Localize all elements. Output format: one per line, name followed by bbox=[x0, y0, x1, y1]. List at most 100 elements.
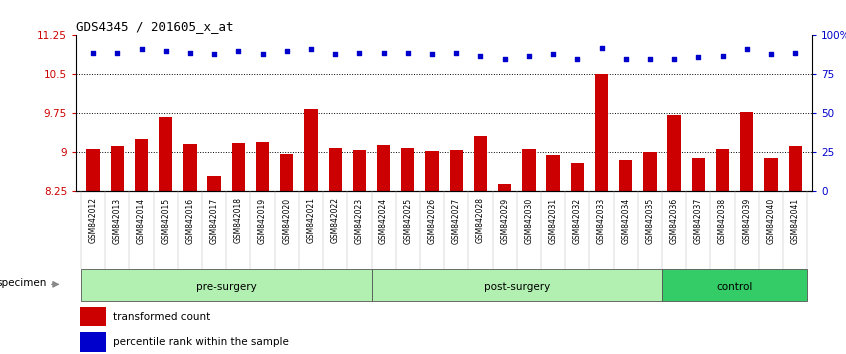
Text: percentile rank within the sample: percentile rank within the sample bbox=[113, 337, 288, 347]
Bar bbox=[111, 146, 124, 191]
Text: GSM842016: GSM842016 bbox=[185, 198, 195, 244]
Text: GSM842033: GSM842033 bbox=[597, 198, 606, 244]
Point bbox=[691, 55, 705, 60]
Text: GSM842021: GSM842021 bbox=[306, 198, 316, 244]
Text: GSM842025: GSM842025 bbox=[404, 198, 412, 244]
Bar bbox=[764, 159, 777, 191]
Bar bbox=[80, 307, 106, 326]
Text: GSM842039: GSM842039 bbox=[742, 198, 751, 244]
Point bbox=[449, 50, 463, 55]
Text: GSM842012: GSM842012 bbox=[89, 198, 97, 244]
Bar bbox=[662, 269, 807, 301]
Text: GSM842014: GSM842014 bbox=[137, 198, 146, 244]
Text: GSM842024: GSM842024 bbox=[379, 198, 388, 244]
Bar bbox=[232, 143, 245, 191]
Text: specimen: specimen bbox=[0, 278, 47, 289]
Text: GSM842022: GSM842022 bbox=[331, 198, 340, 244]
Text: GSM842026: GSM842026 bbox=[427, 198, 437, 244]
Point bbox=[280, 48, 294, 54]
Text: GSM842032: GSM842032 bbox=[573, 198, 582, 244]
Point bbox=[764, 51, 777, 57]
Bar bbox=[371, 269, 662, 301]
Bar bbox=[280, 154, 294, 191]
Text: GSM842015: GSM842015 bbox=[162, 198, 170, 244]
Point bbox=[232, 48, 245, 54]
Bar bbox=[305, 109, 317, 191]
Text: GSM842019: GSM842019 bbox=[258, 198, 267, 244]
Bar bbox=[86, 149, 100, 191]
Bar bbox=[159, 117, 173, 191]
Bar bbox=[498, 184, 511, 191]
Bar bbox=[207, 176, 221, 191]
Point bbox=[207, 51, 221, 57]
Text: post-surgery: post-surgery bbox=[484, 281, 550, 292]
Point bbox=[570, 56, 584, 62]
Text: GSM842018: GSM842018 bbox=[233, 198, 243, 244]
Text: GSM842034: GSM842034 bbox=[621, 198, 630, 244]
Bar bbox=[255, 142, 269, 191]
Text: GSM842017: GSM842017 bbox=[210, 198, 218, 244]
Bar bbox=[643, 152, 656, 191]
Text: GSM842023: GSM842023 bbox=[355, 198, 364, 244]
Point bbox=[740, 47, 754, 52]
Point bbox=[716, 53, 729, 58]
Text: GSM842040: GSM842040 bbox=[766, 198, 776, 244]
Text: GSM842041: GSM842041 bbox=[791, 198, 799, 244]
Bar bbox=[474, 136, 487, 191]
Text: GSM842027: GSM842027 bbox=[452, 198, 461, 244]
Bar bbox=[449, 150, 463, 191]
Bar bbox=[353, 150, 366, 191]
Text: GSM842030: GSM842030 bbox=[525, 198, 533, 244]
Bar bbox=[328, 148, 342, 191]
Bar bbox=[522, 149, 536, 191]
Bar bbox=[595, 74, 608, 191]
Bar bbox=[81, 269, 371, 301]
Point bbox=[135, 47, 148, 52]
Bar bbox=[692, 159, 705, 191]
Point bbox=[547, 51, 560, 57]
Bar bbox=[667, 115, 681, 191]
Bar bbox=[377, 145, 390, 191]
Text: GSM842038: GSM842038 bbox=[718, 198, 727, 244]
Point bbox=[111, 50, 124, 55]
Text: GSM842036: GSM842036 bbox=[670, 198, 678, 244]
Text: GSM842013: GSM842013 bbox=[113, 198, 122, 244]
Bar bbox=[184, 144, 196, 191]
Text: pre-surgery: pre-surgery bbox=[196, 281, 256, 292]
Bar bbox=[571, 162, 584, 191]
Text: GDS4345 / 201605_x_at: GDS4345 / 201605_x_at bbox=[76, 20, 233, 33]
Point bbox=[498, 56, 512, 62]
Text: GSM842028: GSM842028 bbox=[476, 198, 485, 244]
Bar bbox=[788, 146, 802, 191]
Text: GSM842035: GSM842035 bbox=[645, 198, 655, 244]
Bar bbox=[619, 160, 633, 191]
Point bbox=[595, 45, 608, 51]
Point bbox=[353, 50, 366, 55]
Point bbox=[328, 51, 342, 57]
Text: GSM842031: GSM842031 bbox=[548, 198, 558, 244]
Point bbox=[255, 51, 269, 57]
Bar bbox=[547, 155, 560, 191]
Point bbox=[667, 56, 681, 62]
Text: control: control bbox=[717, 281, 753, 292]
Point bbox=[522, 53, 536, 58]
Bar bbox=[401, 148, 415, 191]
Text: GSM842020: GSM842020 bbox=[283, 198, 291, 244]
Point bbox=[159, 48, 173, 54]
Point bbox=[426, 51, 439, 57]
Point bbox=[619, 56, 633, 62]
Text: transformed count: transformed count bbox=[113, 312, 210, 322]
Point bbox=[376, 50, 390, 55]
Bar bbox=[80, 332, 106, 352]
Point bbox=[184, 50, 197, 55]
Bar bbox=[426, 151, 439, 191]
Point bbox=[401, 50, 415, 55]
Text: GSM842029: GSM842029 bbox=[500, 198, 509, 244]
Text: GSM842037: GSM842037 bbox=[694, 198, 703, 244]
Point bbox=[305, 47, 318, 52]
Bar bbox=[135, 139, 148, 191]
Point bbox=[474, 53, 487, 58]
Bar bbox=[740, 112, 754, 191]
Bar bbox=[716, 149, 729, 191]
Point bbox=[788, 50, 802, 55]
